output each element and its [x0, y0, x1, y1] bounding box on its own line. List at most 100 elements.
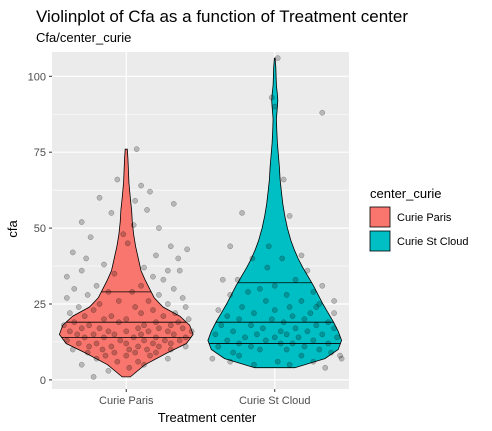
data-point [236, 352, 242, 359]
data-point [184, 246, 190, 253]
data-point [251, 310, 257, 316]
data-point [337, 352, 343, 359]
data-point [111, 270, 118, 277]
data-point [219, 276, 226, 283]
data-point [123, 340, 130, 347]
data-point [145, 298, 152, 304]
data-point [144, 346, 150, 353]
data-point [160, 276, 167, 283]
data-point [338, 355, 345, 362]
data-point [105, 367, 112, 374]
data-point [150, 307, 156, 313]
data-point [66, 310, 73, 316]
data-point [319, 282, 326, 289]
data-point [188, 328, 195, 335]
data-point [167, 346, 174, 353]
data-point [75, 304, 82, 310]
data-point [319, 109, 326, 116]
data-point [301, 316, 308, 323]
data-point [322, 364, 329, 371]
y-tick-label: 25 [34, 299, 46, 311]
data-point [132, 349, 139, 356]
data-point [325, 319, 332, 326]
data-point [133, 146, 140, 153]
data-point [69, 249, 76, 256]
data-point [298, 252, 305, 259]
data-point [78, 219, 85, 225]
data-point [74, 331, 81, 338]
data-point [87, 234, 94, 241]
data-point [328, 349, 335, 356]
data-point [239, 210, 245, 216]
data-point [215, 307, 222, 313]
data-point [185, 316, 192, 323]
data-point [101, 316, 107, 323]
data-point [135, 358, 141, 365]
data-point [114, 358, 121, 365]
data-point [227, 243, 234, 250]
data-point [289, 340, 296, 347]
data-point [277, 328, 284, 335]
data-point [150, 340, 156, 347]
data-point [182, 304, 189, 310]
data-point [234, 276, 241, 283]
data-point [176, 267, 183, 274]
data-point [319, 331, 326, 338]
data-point [170, 285, 177, 292]
y-axis-title: cfa [5, 220, 20, 238]
data-point [316, 346, 323, 353]
data-point [105, 328, 112, 335]
violins [58, 57, 343, 378]
data-point [130, 334, 137, 341]
data-point [304, 328, 311, 335]
data-point [61, 322, 67, 329]
data-point [286, 213, 293, 219]
data-point [175, 255, 182, 262]
data-point [279, 255, 286, 262]
y-tick-label: 75 [34, 147, 46, 159]
data-point [78, 267, 85, 274]
legend-key [369, 230, 391, 252]
data-point [170, 200, 177, 207]
data-point [298, 352, 305, 359]
data-point [298, 298, 305, 304]
data-point [129, 288, 136, 295]
x-tick-label: Curie Paris [99, 395, 154, 407]
data-point [175, 319, 182, 326]
data-point [130, 222, 137, 228]
data-point [164, 328, 171, 335]
data-point [268, 316, 275, 323]
data-point [271, 282, 278, 289]
data-point [286, 361, 293, 368]
data-point [310, 337, 317, 344]
data-point [141, 337, 147, 344]
data-point [145, 328, 152, 335]
data-point [274, 358, 281, 365]
data-point [182, 343, 189, 350]
data-point [292, 276, 299, 283]
y-tick-label: 100 [28, 71, 46, 83]
data-point [289, 313, 296, 319]
y-tick-label: 0 [40, 375, 46, 387]
data-point [257, 346, 263, 353]
data-point [141, 361, 147, 368]
data-point [138, 182, 144, 189]
data-point [331, 310, 337, 316]
data-point [108, 210, 115, 216]
legend-label: Curie St Cloud [397, 236, 469, 248]
legend-label: Curie Paris [397, 212, 452, 224]
data-point [147, 352, 153, 359]
data-point [245, 288, 251, 295]
data-point [99, 346, 106, 353]
data-point [108, 343, 115, 350]
data-point [283, 292, 290, 298]
data-point [313, 322, 320, 329]
data-point [280, 176, 287, 183]
data-point [179, 325, 186, 332]
data-point [96, 301, 103, 307]
data-point [123, 328, 130, 335]
data-point [236, 316, 242, 323]
data-point [170, 331, 177, 338]
data-point [135, 343, 141, 350]
